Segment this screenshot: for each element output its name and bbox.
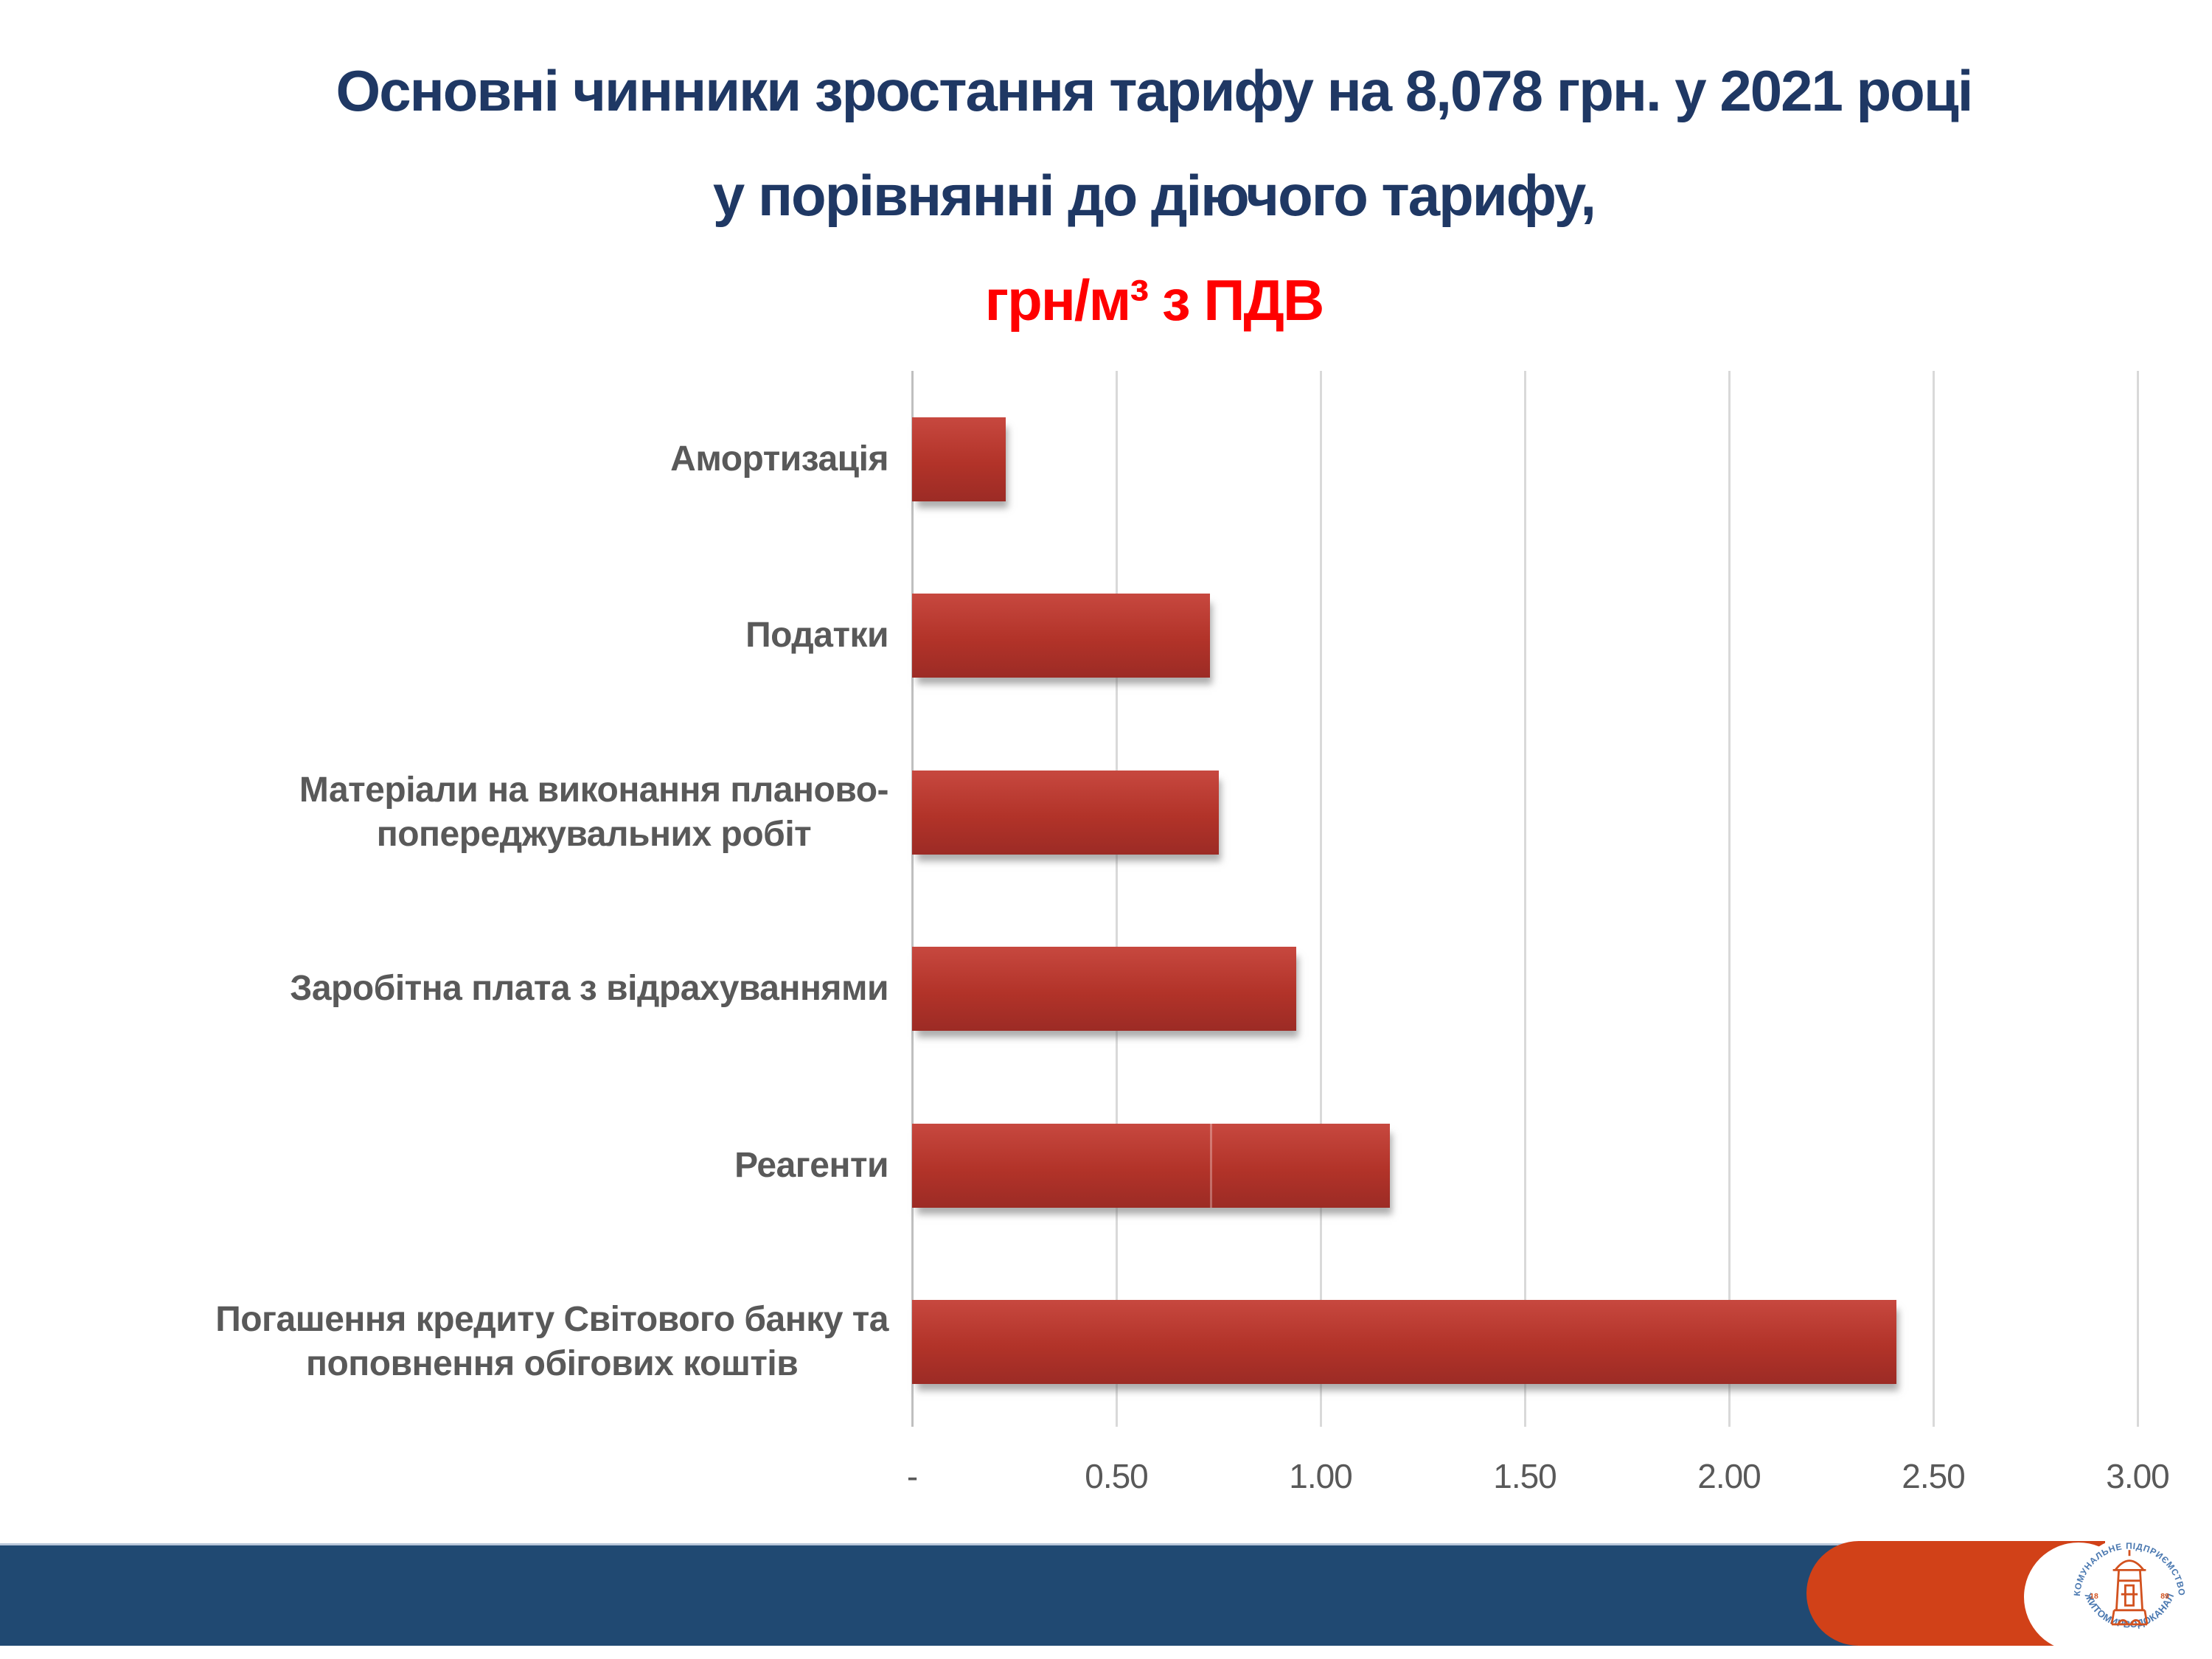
category-label: Заробітна плата з відрахуваннями [290,969,888,1009]
x-tick-label: 3.00 [2106,1457,2170,1495]
title-line-3: грн/м³ з ПДВ [984,268,1325,333]
bar [912,1123,1391,1208]
x-tick-label: 2.50 [1902,1457,1966,1495]
category-label: Матеріали на виконання планово- попередж… [299,770,889,854]
chart-title: Основні чинники зростання тарифу на 8,07… [96,38,2212,352]
category-label: Амортизація [670,439,888,479]
bar [912,947,1296,1032]
bar [912,594,1211,678]
x-tick-label: 2.00 [1697,1457,1761,1495]
bar [912,770,1219,855]
water-tower-glyph [2110,1550,2149,1626]
category-label: Податки [745,616,888,655]
gridline [1115,371,1118,1427]
category-label: Погашення кредиту Світового банку та поп… [215,1300,888,1384]
y-axis-line [911,371,914,1427]
gridline [1932,371,1935,1427]
x-tick-label: 1.00 [1289,1457,1353,1495]
category-label: Реагенти [734,1145,888,1185]
gridline [1728,371,1731,1427]
gridline [1319,371,1322,1427]
title-line-1: Основні чинники зростання тарифу на 8,07… [335,58,1974,123]
x-tick-label: - [906,1457,918,1495]
bar [912,1300,1897,1385]
gridline [1523,371,1526,1427]
logo-year-left: 18 [2090,1593,2098,1601]
logo-zhytomyrvodokanal: КОМУНАЛЬНЕ ПІДПРИЄМСТВО ЖИТОМИРВОДОКАНАЛ… [2072,1537,2187,1652]
logo-year-right: 89 [2160,1593,2169,1601]
x-tick-label: 0.50 [1085,1457,1149,1495]
footer-band [0,1543,1858,1646]
title-line-2: у порівнянні до діючого тарифу, [712,163,1596,228]
bar-gradient-seam [1210,1123,1213,1208]
bar [912,417,1006,501]
gridline [2136,371,2139,1427]
x-tick-label: 1.50 [1493,1457,1557,1495]
